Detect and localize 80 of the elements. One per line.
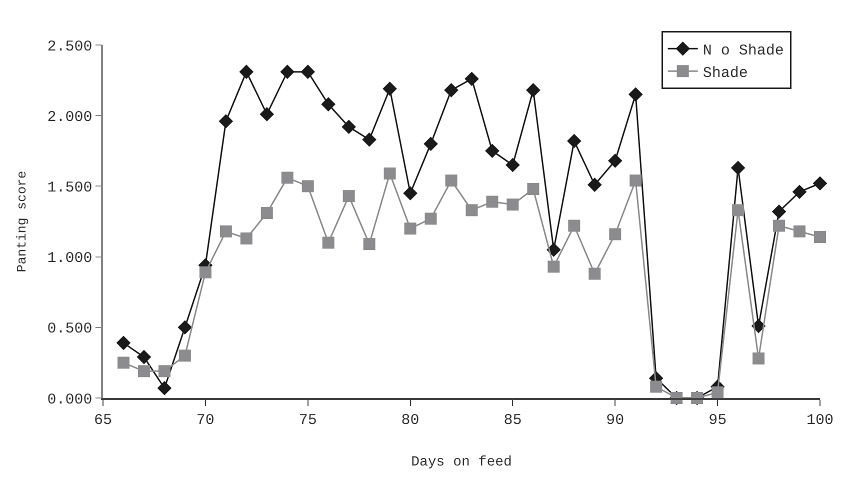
point [772, 204, 786, 219]
x-tick-label: 95 [708, 412, 727, 429]
point [588, 178, 602, 192]
point [158, 365, 170, 378]
point [486, 196, 498, 208]
point [260, 207, 273, 220]
point [384, 167, 396, 180]
point [609, 228, 622, 240]
x-tick-label: 75 [298, 412, 317, 429]
point [424, 136, 438, 151]
y-tick-label: 0.500 [47, 320, 92, 338]
point [117, 356, 130, 369]
x-axis-title: Days on feed [411, 454, 512, 471]
point [546, 242, 561, 257]
y-tick-label: 1.500 [47, 179, 92, 196]
y-tick-label: 1.000 [47, 250, 92, 268]
y-tick-label: 0.000 [47, 391, 92, 408]
point [712, 386, 724, 398]
point [548, 260, 560, 273]
point [568, 220, 580, 232]
point [302, 180, 314, 192]
point [773, 220, 786, 232]
x-tick-label: 65 [94, 412, 112, 429]
point [281, 172, 294, 184]
point [445, 174, 458, 187]
x-tick-label: 100 [806, 412, 834, 429]
point [792, 184, 807, 199]
point [240, 232, 252, 244]
point [260, 107, 274, 122]
x-tick-label: 80 [401, 412, 420, 429]
point [199, 266, 212, 278]
x-tick-label: 90 [606, 412, 624, 429]
point [812, 176, 828, 191]
point [567, 134, 582, 148]
point [178, 320, 192, 335]
point [752, 352, 765, 364]
point [178, 350, 191, 362]
point [527, 183, 540, 196]
point [444, 83, 458, 98]
legend-label: Shade [702, 64, 748, 82]
point [506, 158, 520, 172]
point [321, 97, 336, 112]
x-tick-label: 85 [504, 412, 522, 429]
point [403, 186, 418, 200]
point [382, 82, 397, 96]
point [506, 198, 519, 211]
point [628, 87, 643, 102]
y-tick-label: 2.500 [47, 38, 92, 56]
point [404, 222, 416, 235]
legend-label: N o Shade [702, 42, 784, 60]
x-tick-label: 70 [196, 412, 214, 429]
point [424, 212, 437, 225]
point [342, 120, 356, 134]
point [732, 204, 744, 216]
point [138, 365, 150, 378]
point [280, 64, 295, 79]
point [218, 114, 234, 128]
point [588, 268, 601, 280]
point [814, 231, 826, 244]
point [730, 160, 746, 175]
point [239, 64, 254, 79]
point [526, 83, 540, 98]
point [363, 238, 376, 250]
point [300, 64, 316, 79]
point [650, 380, 662, 393]
point [794, 225, 806, 238]
point [136, 350, 152, 364]
point [608, 154, 622, 168]
point [322, 236, 334, 249]
point [220, 225, 232, 238]
point [630, 174, 642, 187]
point [157, 380, 172, 396]
point [466, 204, 478, 216]
point [464, 72, 479, 86]
point [362, 132, 376, 147]
y-tick-label: 2.000 [47, 108, 92, 126]
point [485, 144, 500, 158]
point [116, 336, 131, 350]
y-axis-title: Panting score [14, 170, 30, 272]
point [342, 190, 355, 202]
